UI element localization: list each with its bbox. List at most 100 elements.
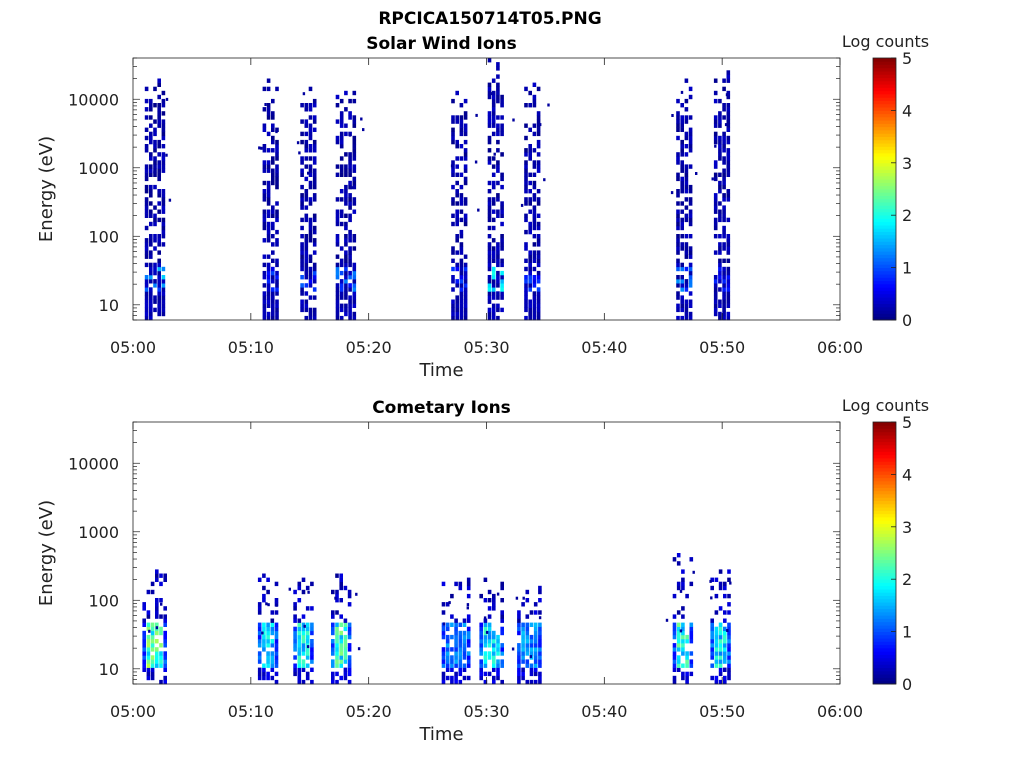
heat-cell [524,201,528,206]
heat-cell [339,614,343,619]
heat-cell [524,135,528,141]
heat-cell [161,303,166,308]
heat-cell [487,299,492,304]
heat-cell [676,250,680,255]
heat-cell [521,659,525,664]
heat-cell [718,144,722,149]
heat-cell [445,655,450,660]
heat-cell [466,639,471,644]
heat-cell [266,197,271,202]
heat-cell [157,250,161,255]
heat-cell [463,156,468,161]
heat-cell [727,602,731,607]
heat-cell [153,238,157,243]
colorbar-segment [873,536,896,541]
colorbar-segment [873,107,896,111]
heat-cell [266,303,271,308]
heat-cell [161,307,166,313]
heat-cell [676,303,680,308]
heat-cell [718,180,722,186]
heat-cell [149,98,153,104]
heat-cell [157,193,161,198]
colorbar-segment [873,116,896,121]
heat-cell [496,62,500,67]
heat-cell [688,221,693,227]
heat-cell [275,315,279,321]
heat-cell [266,262,271,268]
colorbar-segment [873,189,896,193]
heat-cell [487,180,492,186]
heat-cell [722,307,726,313]
heat-cell [274,634,279,640]
heat-cell [529,655,533,659]
heat-cell [713,201,718,206]
heat-cell [157,266,161,272]
heat-cell [536,238,541,243]
heat-cell [528,148,532,153]
heat-cell [528,254,532,259]
heat-cell [521,671,525,677]
heat-cell [297,626,302,632]
heat-cell [454,630,458,636]
heat-cell [312,184,317,190]
heat-cell [463,164,468,169]
heat-cell [312,156,317,161]
heat-cell [445,663,450,668]
heat-cell [347,667,352,672]
heat-cell [308,184,313,190]
heat-cell [496,250,500,255]
heat-cell [726,103,731,108]
heat-cell [710,585,714,591]
heat-cell [722,168,726,173]
heat-cell [672,659,677,664]
heat-cell [334,596,337,600]
heat-cell [680,299,684,304]
heat-cell [487,123,492,128]
heat-cell [155,639,159,644]
heat-cell [474,160,478,164]
heat-cell [161,131,166,137]
heat-cell [161,168,166,173]
heat-cell [270,663,275,668]
heat-cell [159,663,163,668]
heat-cell [681,577,685,582]
heat-cell [681,651,685,656]
heat-cell [343,651,348,656]
heat-cell [689,557,694,562]
heat-cell [257,675,262,681]
heat-cell [266,131,271,137]
heat-cell [343,643,348,648]
heat-cell [487,315,492,321]
heat-cell [262,573,266,578]
heat-cell [459,299,464,304]
heat-cell [487,111,492,116]
heat-cell [265,602,268,606]
heat-cell [339,598,343,603]
heat-cell [536,213,541,218]
heat-cell [496,659,500,664]
heat-cell [710,634,714,640]
heat-cell [352,209,357,214]
heat-cell [726,172,731,177]
heat-cell [146,647,151,652]
heat-cell [262,647,266,652]
heat-cell [487,234,492,239]
heat-cell [680,201,684,206]
x-tick-label: 05:20 [346,338,392,357]
heat-cell [676,610,681,615]
heat-cell [454,675,458,681]
heat-cell [159,626,163,632]
heat-cell [274,622,279,627]
heat-cell [454,581,458,587]
heat-cell [451,287,455,292]
heat-cell [312,225,317,231]
heat-cell [722,246,726,251]
heat-cell [297,679,302,685]
colorbar-segment [873,605,896,610]
heat-cell [161,291,166,296]
heat-cell [149,193,153,198]
heat-cell [532,193,537,198]
heat-cell [496,270,500,276]
heat-cell [521,643,525,648]
heat-cell [521,622,525,627]
